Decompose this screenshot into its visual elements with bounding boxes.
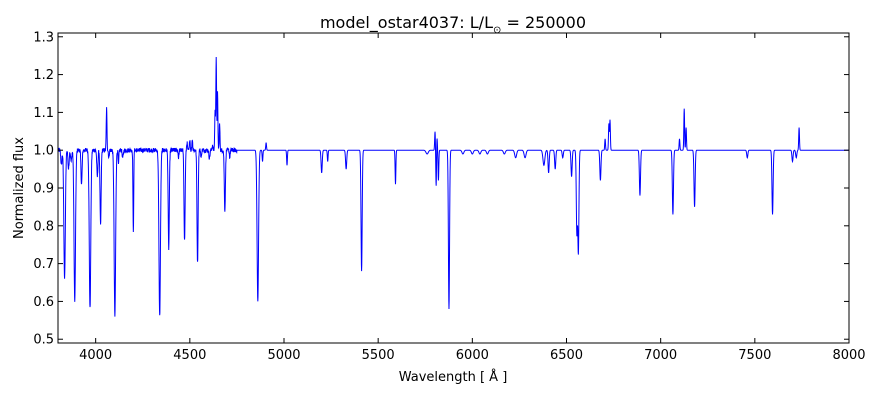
x-tick-label: 6000 <box>456 348 489 363</box>
y-tick-label: 1.3 <box>33 30 54 45</box>
x-tick-label: 5500 <box>362 348 395 363</box>
y-tick-label: 1.0 <box>33 144 54 159</box>
x-tick-label: 7000 <box>644 348 677 363</box>
y-axis-ticks: 0.5 0.6 0.7 0.8 0.9 1.0 1.1 1.2 1.3 <box>33 30 849 348</box>
x-tick-label: 5000 <box>267 348 300 363</box>
x-tick-label: 7500 <box>738 348 771 363</box>
chart-title-main: model_ostar4037: L/L <box>320 13 493 33</box>
y-axis-title: Normalized flux <box>12 137 27 239</box>
x-axis-title: Wavelength [ Å ] <box>399 369 508 385</box>
y-tick-label: 0.5 <box>33 333 54 348</box>
chart-title: model_ostar4037: L/L⊙ = 250000 <box>320 13 586 36</box>
x-tick-label: 4000 <box>79 348 112 363</box>
chart-title-suffix: = 250000 <box>501 13 586 32</box>
chart-title-subscript: ⊙ <box>493 25 501 36</box>
y-tick-label: 1.1 <box>33 106 54 121</box>
y-tick-label: 0.8 <box>33 219 54 234</box>
x-tick-label: 8000 <box>832 348 865 363</box>
x-tick-label: 4500 <box>173 348 206 363</box>
y-tick-label: 0.7 <box>33 257 54 272</box>
y-tick-label: 0.6 <box>33 295 54 310</box>
x-axis-ticks: 4000 4500 5000 5500 6000 6500 7000 7500 8000 <box>79 33 866 363</box>
x-tick-label: 6500 <box>550 348 583 363</box>
spectrum-line <box>58 56 849 317</box>
y-tick-label: 1.2 <box>33 68 54 83</box>
y-tick-label: 0.9 <box>33 182 54 197</box>
plot-frame <box>57 32 850 344</box>
